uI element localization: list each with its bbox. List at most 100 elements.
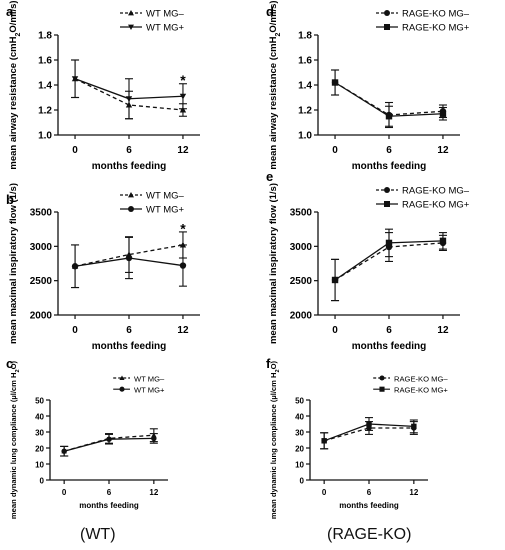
y-tick-label: 3000 [290, 242, 313, 253]
x-axis-title: months feeding [339, 501, 399, 510]
data-point [179, 93, 187, 100]
y-tick-label: 30 [35, 429, 44, 438]
data-point [385, 239, 393, 247]
y-tick-label: 30 [295, 429, 304, 438]
data-point [179, 262, 187, 269]
y-axis-title-subscript: 2 [15, 33, 22, 37]
y-tick-label: 2000 [30, 311, 53, 322]
panel-letter-d: d [266, 4, 274, 19]
x-tick-label: 6 [367, 488, 372, 497]
y-tick-label: 50 [295, 397, 304, 406]
x-axis-title: months feeding [79, 501, 139, 510]
legend-label: RAGE-KO MG+ [402, 23, 470, 34]
series-line [323, 427, 414, 442]
y-tick-label: 20 [35, 445, 44, 454]
y-tick-label: 1.2 [298, 106, 312, 117]
x-tick-label: 12 [177, 325, 189, 336]
y-axis-title: mean airway resistance (cmH2O/ml/s) [8, 0, 22, 169]
x-tick-label: 6 [126, 325, 132, 336]
y-axis-title-part: O/ml/s) [8, 0, 19, 32]
x-tick-label: 6 [107, 488, 112, 497]
x-tick-label: 12 [409, 488, 418, 497]
significance-star: * [180, 220, 186, 236]
legend-label: WT MG+ [146, 205, 185, 216]
x-axis-title: months feeding [352, 161, 426, 172]
y-tick-label: 3000 [30, 242, 53, 253]
x-tick-label: 0 [72, 325, 78, 336]
chart-panel-b: b 2000 2500 3000 3500 0 6 12 months feeding mean … [6, 183, 200, 352]
legend-label: RAGE-KO MG+ [394, 386, 448, 395]
legend-marker [128, 206, 134, 212]
legend-marker [379, 375, 385, 381]
y-tick-label: 2000 [290, 311, 313, 322]
data-point [125, 254, 133, 262]
y-axis-title: mean airway resistance (cmH2O/ml/s) [268, 0, 282, 169]
y-axis-title-part: mean dynamic lung compliance (µl/cm H [9, 372, 18, 519]
data-point [61, 448, 67, 454]
legend-marker [128, 24, 134, 30]
y-tick-label: 1.8 [298, 31, 312, 42]
y-axis-title: mean maximal inspiratory flow (1/s) [268, 183, 279, 344]
legend-label: WT MG– [134, 375, 165, 384]
chart-panel-a: a 1.0 1.2 1.4 1.6 1.8 0 6 12 months feeding mean a… [6, 0, 200, 172]
data-point [366, 421, 372, 427]
legend-label: RAGE-KO MG+ [402, 200, 470, 211]
x-axis-title: months feeding [92, 161, 166, 172]
series-line [334, 81, 444, 116]
y-tick-label: 2500 [290, 276, 313, 287]
x-tick-label: 0 [62, 488, 67, 497]
legend-marker [128, 192, 134, 198]
y-axis-title: mean dynamic lung compliance (µl/cm H2O) [269, 360, 281, 519]
chart-panel-f: f 0 10 20 30 40 50 0 6 12 months feeding mean dynam… [266, 356, 448, 519]
legend-marker [384, 201, 390, 207]
y-tick-label: 3500 [30, 208, 53, 219]
legend-marker [384, 24, 390, 30]
chart-panel-e: e 2000 2500 3000 3500 0 6 12 months feeding mean … [266, 169, 470, 352]
y-axis-title-part: mean maximal inspiratory flow (1/s) [268, 183, 279, 344]
caption-rage-ko: (RAGE-KO) [327, 526, 412, 543]
legend-label: RAGE-KO MG– [394, 375, 448, 384]
x-axis-title: months feeding [352, 341, 426, 352]
x-tick-label: 12 [437, 145, 449, 156]
panel-letter-c: c [6, 356, 13, 371]
panel-letter-b: b [6, 192, 14, 207]
y-axis-title-subscript: 2 [275, 369, 281, 372]
y-tick-label: 1.4 [38, 81, 52, 92]
y-axis-title-part: mean dynamic lung compliance (µl/cm H [269, 372, 278, 519]
y-tick-label: 0 [40, 477, 45, 486]
y-tick-label: 1.6 [38, 56, 52, 67]
y-tick-label: 20 [295, 445, 304, 454]
chart-panel-c: c 0 10 20 30 40 50 0 6 12 months feeding mean dynam… [6, 356, 168, 519]
legend-label: RAGE-KO MG– [402, 9, 470, 20]
y-tick-label: 1.0 [38, 131, 52, 142]
legend-marker [119, 386, 125, 392]
x-tick-label: 6 [386, 145, 392, 156]
legend-marker [119, 375, 125, 381]
y-tick-label: 3500 [290, 208, 313, 219]
x-tick-label: 0 [332, 145, 338, 156]
y-tick-label: 10 [35, 461, 44, 470]
y-tick-label: 1.6 [298, 56, 312, 67]
y-tick-label: 0 [300, 477, 305, 486]
data-point [439, 110, 447, 117]
legend-label: RAGE-KO MG– [402, 186, 470, 197]
x-tick-label: 12 [149, 488, 158, 497]
y-tick-label: 50 [35, 397, 44, 406]
y-axis-title-part: mean airway resistance (cmH [8, 36, 19, 169]
y-axis-title-part: O) [269, 360, 278, 369]
legend-label: WT MG– [146, 191, 185, 202]
x-tick-label: 0 [332, 325, 338, 336]
data-point [321, 438, 327, 444]
x-tick-label: 0 [72, 145, 78, 156]
legend-marker [384, 10, 390, 16]
data-point [179, 106, 187, 113]
y-axis-title-part: O) [9, 360, 18, 369]
data-point [71, 263, 79, 270]
y-tick-label: 1.0 [298, 131, 312, 142]
y-tick-label: 40 [35, 413, 44, 422]
panel-letter-a: a [6, 4, 14, 19]
x-tick-label: 12 [437, 325, 449, 336]
x-tick-label: 6 [386, 325, 392, 336]
y-axis-title-part: mean airway resistance (cmH [268, 36, 279, 169]
y-axis-title-part: mean maximal inspiratory flow (1/s) [8, 183, 19, 344]
